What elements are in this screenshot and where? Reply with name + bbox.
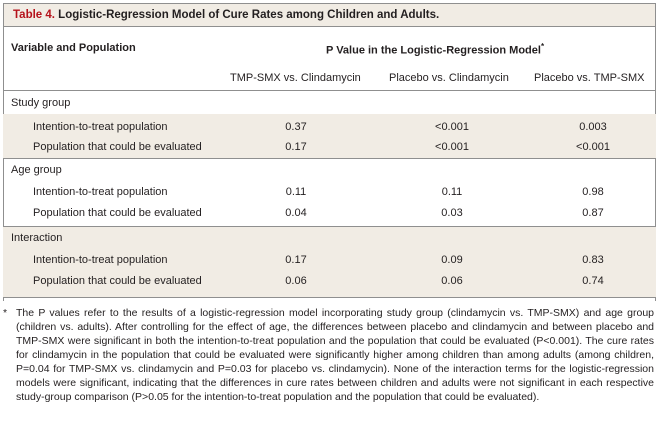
table-title-text: Logistic-Regression Model of Cure Rates … [58, 9, 440, 21]
row-label: Intention-to-treat population [33, 121, 168, 133]
cell-value: 0.37 [285, 121, 307, 133]
column-header-variable: Variable and Population [11, 42, 136, 54]
cell-value: 0.98 [582, 186, 604, 198]
cell-value: 0.003 [579, 121, 607, 133]
cell-value: 0.03 [441, 207, 463, 219]
subcolumn-placebo-vs-clindamycin: Placebo vs. Clindamycin [389, 72, 509, 84]
group-rule [3, 226, 656, 227]
group-study: Study group [11, 97, 71, 109]
row-label: Population that could be evaluated [33, 275, 202, 287]
cell-value: 0.17 [285, 141, 307, 153]
group-rule [3, 158, 656, 159]
cell-value: 0.06 [285, 275, 307, 287]
band-study-group [3, 114, 656, 158]
group-interaction: Interaction [11, 232, 63, 244]
subcolumn-placebo-vs-tmp-smx: Placebo vs. TMP-SMX [534, 72, 645, 84]
column-header-pvalue: P Value in the Logistic-Regression Model… [326, 42, 544, 57]
column-header-pvalue-text: P Value in the Logistic-Regression Model [326, 44, 541, 57]
row-label: Population that could be evaluated [33, 141, 202, 153]
header-rule [3, 90, 656, 91]
cell-value: 0.11 [441, 186, 463, 198]
table-number: Table 4. [13, 9, 55, 21]
cell-value: 0.87 [582, 207, 604, 219]
footnote-star: * [3, 307, 8, 319]
row-label: Population that could be evaluated [33, 207, 202, 219]
cell-value: 0.74 [582, 275, 604, 287]
footnote-marker: * [540, 42, 545, 51]
cell-value: <0.001 [576, 141, 610, 153]
cell-value: 0.09 [441, 254, 463, 266]
subcolumn-tmp-smx-vs-clindamycin: TMP-SMX vs. Clindamycin [230, 72, 361, 84]
table-bottom-rule [3, 297, 656, 298]
table-title-bar: Table 4. Logistic-Regression Model of Cu… [3, 3, 656, 27]
band-interaction [3, 226, 656, 298]
cell-value: 0.83 [582, 254, 604, 266]
footnote-text: The P values refer to the results of a l… [16, 307, 654, 403]
row-label: Intention-to-treat population [33, 186, 168, 198]
cell-value: <0.001 [435, 121, 469, 133]
row-label: Intention-to-treat population [33, 254, 168, 266]
cell-value: 0.06 [441, 275, 463, 287]
cell-value: 0.11 [285, 186, 307, 198]
cell-value: 0.17 [285, 254, 307, 266]
cell-value: <0.001 [435, 141, 469, 153]
group-age: Age group [11, 164, 62, 176]
table-title: Table 4. Logistic-Regression Model of Cu… [13, 9, 439, 21]
cell-value: 0.04 [285, 207, 307, 219]
